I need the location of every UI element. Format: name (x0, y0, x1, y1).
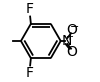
Text: F: F (26, 66, 34, 80)
Text: N: N (61, 34, 72, 48)
Text: O: O (66, 45, 77, 59)
Text: O: O (66, 23, 77, 37)
Text: F: F (26, 2, 34, 16)
Text: −: − (70, 22, 80, 32)
Text: +: + (65, 32, 73, 42)
